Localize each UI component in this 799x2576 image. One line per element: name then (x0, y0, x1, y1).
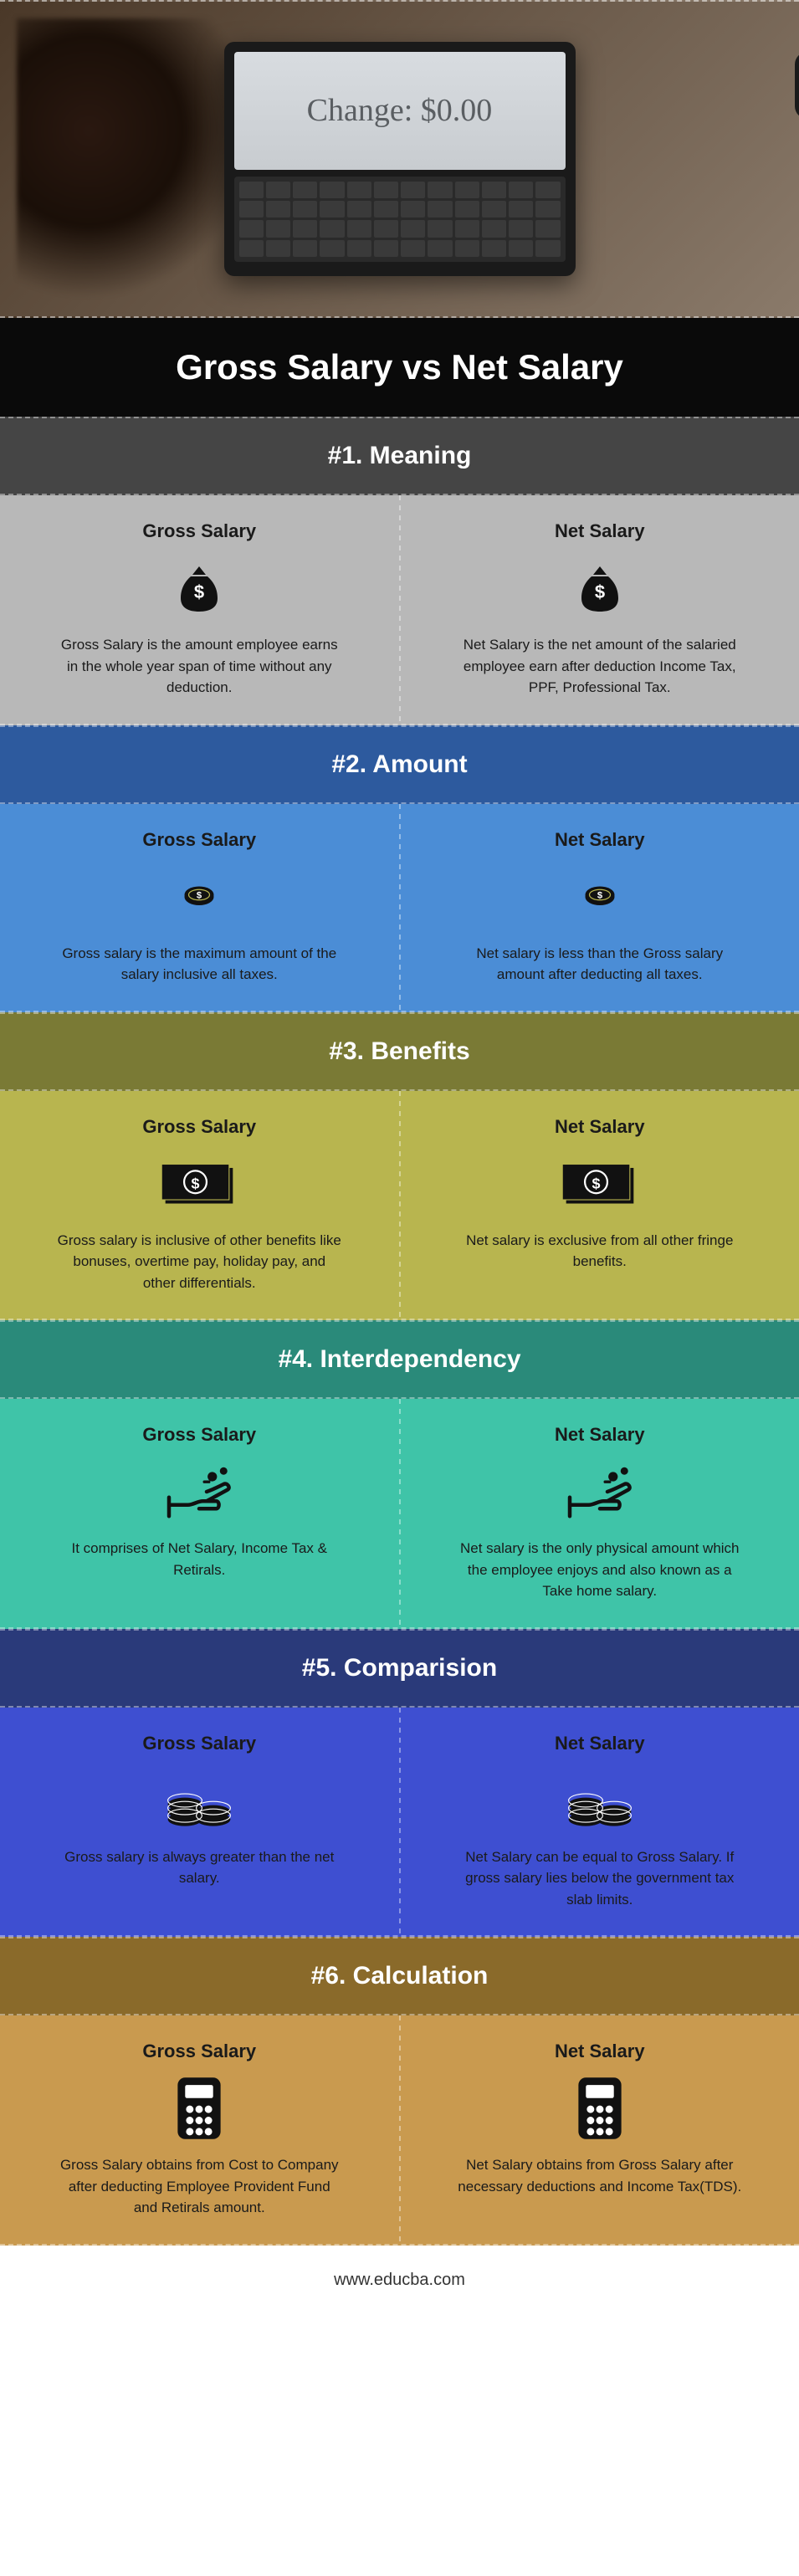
right-text-4: Net salary is the only physical amount w… (458, 1538, 742, 1602)
right-column-2: Net Salary Net salary is less than the G… (401, 804, 799, 1011)
section-header-1: #1. Meaning (0, 417, 799, 495)
section-body-1: Gross Salary Gross Salary is the amount … (0, 495, 799, 725)
left-title-6: Gross Salary (33, 2041, 366, 2062)
left-title-3: Gross Salary (33, 1116, 366, 1138)
coin-icon (170, 880, 228, 914)
hand-icon (161, 1463, 237, 1520)
left-text-3: Gross salary is inclusive of other benef… (57, 1230, 341, 1294)
coins-icon (566, 1772, 633, 1829)
left-text-6: Gross Salary obtains from Cost to Compan… (57, 2154, 341, 2219)
left-text-1: Gross Salary is the amount employee earn… (57, 634, 341, 699)
left-title-2: Gross Salary (33, 829, 366, 851)
left-title-4: Gross Salary (33, 1424, 366, 1446)
right-text-1: Net Salary is the net amount of the sala… (458, 634, 742, 699)
left-text-4: It comprises of Net Salary, Income Tax &… (57, 1538, 341, 1580)
right-text-6: Net Salary obtains from Gross Salary aft… (458, 2154, 742, 2197)
left-column-3: Gross Salary Gross salary is inclusive o… (0, 1091, 399, 1319)
left-icon-wrap-1 (33, 559, 366, 617)
section-body-3: Gross Salary Gross salary is inclusive o… (0, 1091, 799, 1321)
left-column-5: Gross Salary Gross salary is always grea… (0, 1708, 399, 1936)
left-icon-wrap-3 (33, 1155, 366, 1213)
microphone-illustration (782, 52, 799, 202)
hero-image: Change: $0.00 (0, 0, 799, 318)
left-icon-wrap-5 (33, 1771, 366, 1830)
left-title-1: Gross Salary (33, 520, 366, 542)
calculator-icon (576, 2076, 623, 2141)
coin-icon (571, 880, 629, 914)
right-icon-wrap-3 (434, 1155, 766, 1213)
hand-icon (562, 1463, 638, 1520)
right-text-5: Net Salary can be equal to Gross Salary.… (458, 1846, 742, 1911)
left-icon-wrap-2 (33, 868, 366, 926)
page-title: Gross Salary vs Net Salary (0, 318, 799, 417)
right-title-2: Net Salary (434, 829, 766, 851)
right-icon-wrap-4 (434, 1462, 766, 1521)
infographic-container: Change: $0.00 Gross Salary vs Net Salary… (0, 0, 799, 2315)
tablet-illustration: Change: $0.00 (224, 42, 576, 276)
right-icon-wrap-6 (434, 2079, 766, 2138)
left-column-6: Gross Salary Gross Salary obtains from C… (0, 2015, 399, 2244)
right-column-3: Net Salary Net salary is exclusive from … (401, 1091, 799, 1319)
right-column-6: Net Salary Net Salary obtains from Gross… (401, 2015, 799, 2244)
tablet-screen: Change: $0.00 (234, 52, 566, 170)
right-text-2: Net salary is less than the Gross salary… (458, 943, 742, 986)
left-text-5: Gross salary is always greater than the … (57, 1846, 341, 1889)
section-header-6: #6. Calculation (0, 1937, 799, 2015)
left-icon-wrap-4 (33, 1462, 366, 1521)
left-text-2: Gross salary is the maximum amount of th… (57, 943, 341, 986)
section-header-3: #3. Benefits (0, 1012, 799, 1091)
tablet-keyboard (234, 177, 566, 262)
section-header-5: #5. Comparision (0, 1629, 799, 1708)
section-body-5: Gross Salary Gross salary is always grea… (0, 1708, 799, 1938)
right-title-3: Net Salary (434, 1116, 766, 1138)
left-column-1: Gross Salary Gross Salary is the amount … (0, 495, 399, 724)
section-body-2: Gross Salary Gross salary is the maximum… (0, 804, 799, 1012)
calculator-icon (176, 2076, 223, 2141)
right-column-1: Net Salary Net Salary is the net amount … (401, 495, 799, 724)
section-body-4: Gross Salary It comprises of Net Salary,… (0, 1399, 799, 1629)
left-column-4: Gross Salary It comprises of Net Salary,… (0, 1399, 399, 1627)
footer-url: www.educba.com (0, 2246, 799, 2315)
money-bag-icon (573, 561, 627, 615)
cash-icon (161, 1160, 237, 1207)
right-title-6: Net Salary (434, 2041, 766, 2062)
right-column-4: Net Salary Net salary is the only physic… (401, 1399, 799, 1627)
money-bag-icon (172, 561, 226, 615)
section-header-2: #2. Amount (0, 725, 799, 804)
right-title-4: Net Salary (434, 1424, 766, 1446)
coins-icon (166, 1772, 233, 1829)
right-icon-wrap-1 (434, 559, 766, 617)
left-column-2: Gross Salary Gross salary is the maximum… (0, 804, 399, 1011)
right-column-5: Net Salary Net Salary can be equal to Gr… (401, 1708, 799, 1936)
left-title-5: Gross Salary (33, 1733, 366, 1754)
sections-container: #1. Meaning Gross Salary Gross Salary is… (0, 417, 799, 2246)
right-icon-wrap-2 (434, 868, 766, 926)
left-icon-wrap-6 (33, 2079, 366, 2138)
section-header-4: #4. Interdependency (0, 1320, 799, 1399)
right-title-5: Net Salary (434, 1733, 766, 1754)
cash-icon (562, 1160, 638, 1207)
right-title-1: Net Salary (434, 520, 766, 542)
section-body-6: Gross Salary Gross Salary obtains from C… (0, 2015, 799, 2246)
right-icon-wrap-5 (434, 1771, 766, 1830)
right-text-3: Net salary is exclusive from all other f… (458, 1230, 742, 1273)
